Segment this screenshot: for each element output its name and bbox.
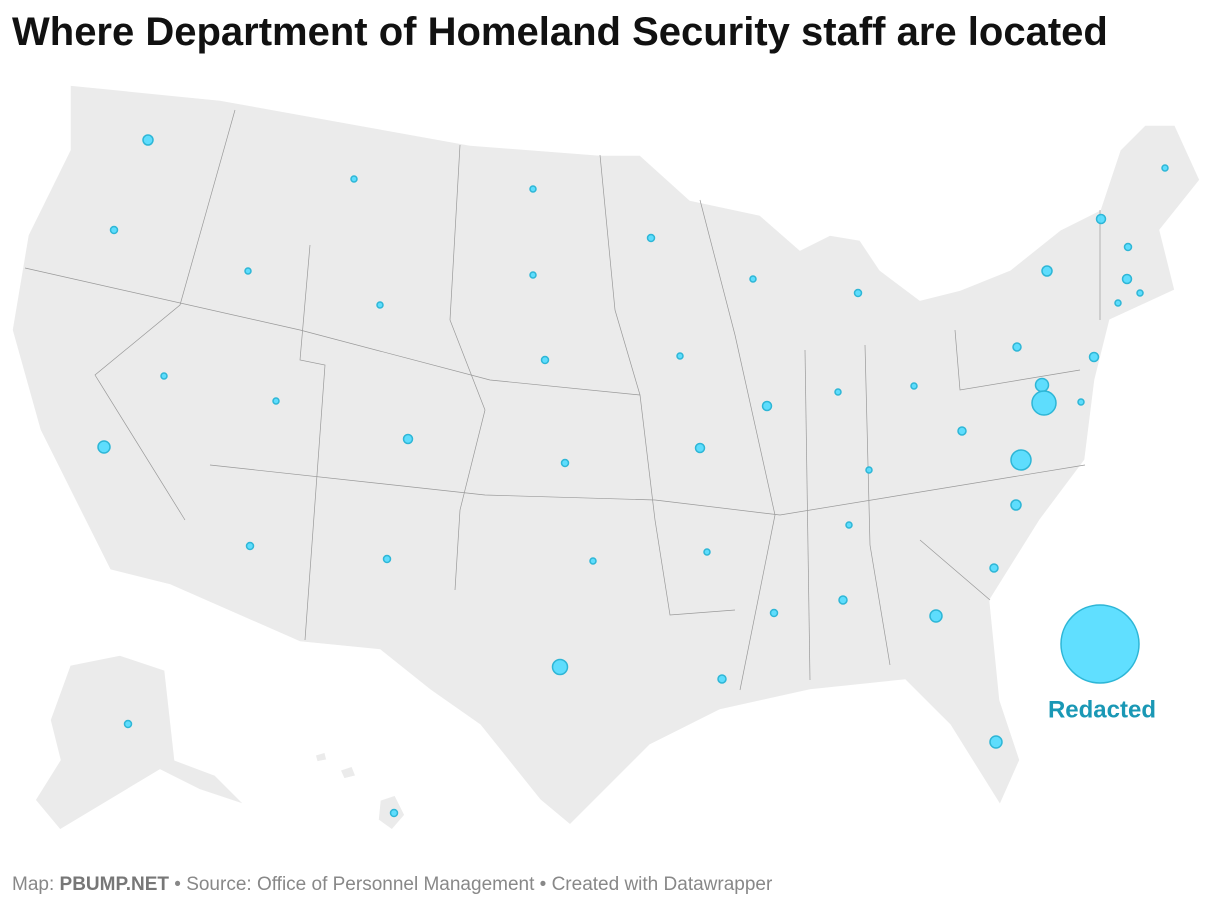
bubble [376,301,384,309]
border [864,344,891,666]
bubble [529,185,537,193]
bubble [160,372,168,380]
bubble [761,400,773,412]
bubble [244,267,252,275]
bubble [838,595,848,605]
border [954,329,1081,391]
bubble [1077,398,1085,406]
title: Where Department of Homeland Security st… [12,10,1108,54]
footer-prefix: Map: [12,874,55,895]
bubble [382,554,392,564]
border [599,154,736,616]
bubble [1121,273,1133,285]
footer: Map: PBUMP.NET • Source: Office of Perso… [12,874,772,896]
border [94,109,236,521]
bubble [1161,164,1169,172]
bubble [1041,265,1053,277]
bubble [1088,351,1100,363]
bubble [1012,342,1022,352]
footer-source: • Source: Office of Personnel Management [174,874,535,895]
border [299,244,326,641]
bubble [1010,499,1022,511]
border [804,349,811,681]
bubble [1114,299,1122,307]
bubble [1123,242,1133,252]
hawaii [338,765,358,780]
bubble [1034,377,1050,393]
borders [24,109,1101,691]
footer-brand: PBUMP.NET [59,874,169,895]
alaska [34,654,246,831]
bubble [769,608,779,618]
bubble [551,658,569,676]
hawaii [314,751,328,763]
bubble [717,674,727,684]
bubble [749,275,757,283]
border [24,267,641,396]
bubble [560,458,570,468]
bubble [853,288,863,298]
bubble [245,541,255,551]
border [209,464,1086,516]
bubble [97,440,111,454]
bubble [865,466,873,474]
bubble [929,609,943,623]
bubble [109,225,119,235]
bubble [1095,213,1107,225]
bubble [646,233,656,243]
bubble [989,735,1003,749]
bubble [703,548,711,556]
bubbles [97,134,1169,818]
map: Redacted [11,84,1201,832]
bubble [123,719,133,729]
bubble [845,521,853,529]
bubble [540,355,550,365]
bubble [1010,449,1032,471]
bubble [957,426,967,436]
bubble [272,397,280,405]
border [699,199,776,691]
border [449,144,486,591]
bubble [142,134,154,146]
bubble [1060,604,1140,684]
footer-credit: • Created with Datawrapper [539,874,773,895]
bubble [1031,390,1057,416]
bubble [694,442,706,454]
bubble [589,557,597,565]
bubble [350,175,358,183]
border [919,539,991,601]
annotation: Redacted [1048,696,1156,723]
bubble [834,388,842,396]
bubble [676,352,684,360]
bubble [389,808,399,818]
bubble [910,382,918,390]
bubble [402,433,414,445]
bubble [1136,289,1144,297]
contiguous-us [11,84,1201,827]
bubble [989,563,999,573]
land [11,84,1201,832]
bubble [529,271,537,279]
